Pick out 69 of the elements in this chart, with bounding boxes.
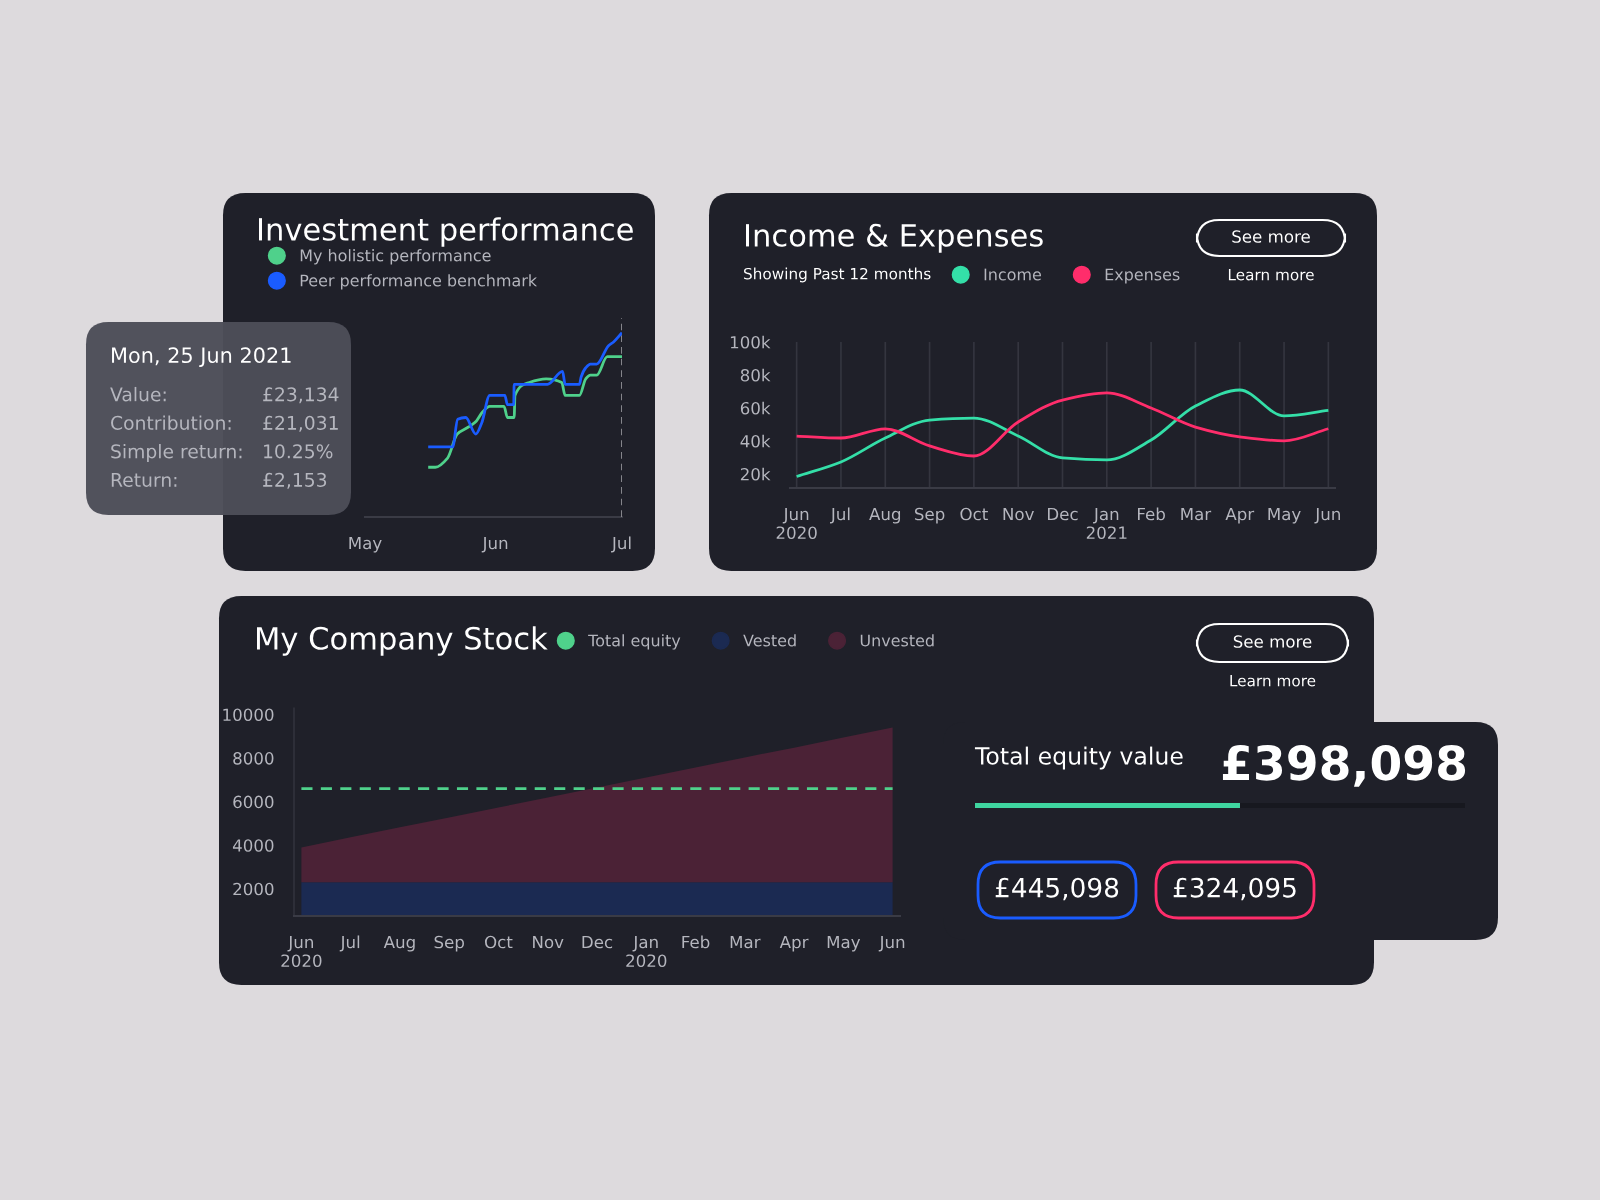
- chart-title: My Company Stock: [257, 626, 548, 656]
- y-tick-label: 6000: [233, 795, 274, 809]
- x-tick-label: Oct: [960, 507, 988, 521]
- x-tick-label: Jun: [481, 536, 508, 553]
- x-tick-label: Jul: [611, 536, 631, 553]
- text: 10.25%: [264, 444, 333, 459]
- x-tick-label: May: [827, 935, 861, 952]
- x-tick-label: Jun 2020: [281, 935, 322, 968]
- line-series: [795, 388, 1330, 478]
- y-tick-label: 80k: [740, 368, 771, 382]
- y-tick-label: 20k: [740, 467, 771, 481]
- x-tick-label: Jul: [830, 507, 850, 524]
- x-tick-label: Apr: [779, 935, 809, 952]
- x-tick-label: Apr: [1225, 507, 1255, 524]
- text: Return:: [111, 473, 177, 487]
- y-tick-label: 10000: [223, 708, 274, 722]
- legend-label: Income: [984, 268, 1041, 281]
- legend-label: Expenses: [1105, 268, 1180, 284]
- x-tick-label: Dec: [582, 935, 613, 949]
- legend-label: Peer performance benchmark: [300, 274, 538, 290]
- x-tick-label: Mar: [1181, 507, 1212, 521]
- y-tick-label: 2000: [233, 882, 274, 896]
- text: £324,095: [1173, 877, 1296, 901]
- text: See more: [1233, 635, 1312, 648]
- chart-title: Income & Expenses: [746, 223, 1043, 253]
- text: £21,031: [263, 415, 338, 432]
- text: £23,134: [263, 387, 339, 404]
- text: £445,098: [995, 877, 1119, 901]
- x-tick-label: Oct: [484, 935, 513, 949]
- x-tick-label: Mar: [730, 935, 761, 949]
- x-tick-label: Feb: [682, 935, 710, 949]
- text: Total equity value: [974, 746, 1183, 770]
- x-tick-label: Aug: [869, 507, 901, 524]
- x-tick-label: Aug: [383, 935, 415, 952]
- text: Simple return:: [111, 443, 242, 463]
- x-tick-label: Dec: [1048, 507, 1078, 521]
- legend-label: Vested: [743, 634, 796, 647]
- x-tick-label: May: [1268, 507, 1301, 524]
- x-tick-label: May: [349, 536, 382, 553]
- y-tick-label: 8000: [233, 752, 274, 765]
- y-tick-label: 60k: [740, 401, 771, 415]
- text: £2,153: [263, 472, 327, 489]
- chart-title: Investment performance: [259, 217, 633, 247]
- x-tick-label: Sep: [434, 935, 464, 952]
- x-tick-label: Jun: [1314, 507, 1340, 524]
- text: Learn more: [1230, 675, 1316, 687]
- x-tick-label: Sep: [914, 507, 945, 524]
- x-tick-label: Nov: [1003, 507, 1034, 521]
- x-tick-label: Nov: [533, 935, 564, 949]
- line-series: [795, 391, 1330, 458]
- text: Learn more: [1228, 269, 1314, 281]
- text: Mon, 25 Jun 2021: [112, 347, 291, 367]
- text: Value:: [110, 386, 166, 402]
- x-tick-label: Jan 2020: [626, 935, 667, 968]
- text: £398,098: [1222, 744, 1466, 787]
- x-tick-label: Feb: [1138, 507, 1165, 521]
- chart-subtitle: Showing Past 12 months: [744, 267, 931, 283]
- legend-label: My holistic performance: [300, 249, 491, 265]
- x-tick-label: Jun: [878, 935, 905, 952]
- y-tick-label: 100k: [730, 335, 771, 349]
- y-tick-label: 4000: [232, 839, 274, 852]
- text: See more: [1232, 230, 1310, 243]
- legend-label: Total equity: [588, 634, 681, 650]
- x-tick-label: Jul: [339, 935, 360, 952]
- y-tick-label: 40k: [740, 434, 771, 448]
- legend-label: Unvested: [860, 634, 934, 647]
- text: Contribution:: [111, 415, 231, 430]
- x-tick-label: Jun 2020: [776, 507, 817, 540]
- x-tick-label: Jan 2021: [1086, 507, 1127, 540]
